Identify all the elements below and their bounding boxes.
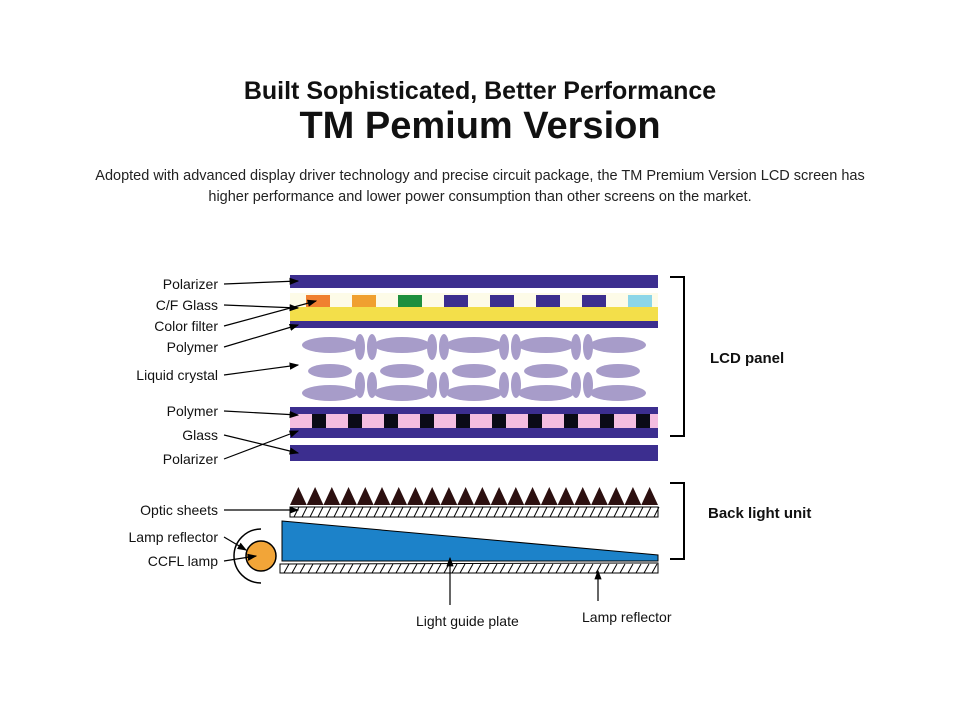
layer-label: Polymer <box>167 403 218 419</box>
layer-label: Optic sheets <box>140 502 218 518</box>
layer-label: Polarizer <box>163 276 218 292</box>
header-subtitle: Built Sophisticated, Better Performance <box>0 78 960 104</box>
layer-label: Color filter <box>154 318 218 334</box>
layer-label: Glass <box>182 427 218 443</box>
layer-label: Lamp reflector <box>129 529 218 545</box>
group-label: Back light unit <box>708 505 811 522</box>
layer-label: Light guide plate <box>416 613 519 629</box>
header-title: TM Pemium Version <box>0 106 960 148</box>
layer-label: Liquid crystal <box>136 367 218 383</box>
header-description: Adopted with advanced display driver tec… <box>80 166 880 208</box>
layer-label: Polarizer <box>163 451 218 467</box>
layer-label: Lamp reflector <box>582 609 671 625</box>
layer-label: CCFL lamp <box>148 553 218 569</box>
layer-label: Polymer <box>167 339 218 355</box>
group-label: LCD panel <box>710 350 784 367</box>
lcd-diagram: Polarizer C/F Glass Color filter Polymer Liq… <box>0 255 960 675</box>
header: Built Sophisticated, Better Performance … <box>0 0 960 208</box>
layer-label: C/F Glass <box>156 297 218 313</box>
